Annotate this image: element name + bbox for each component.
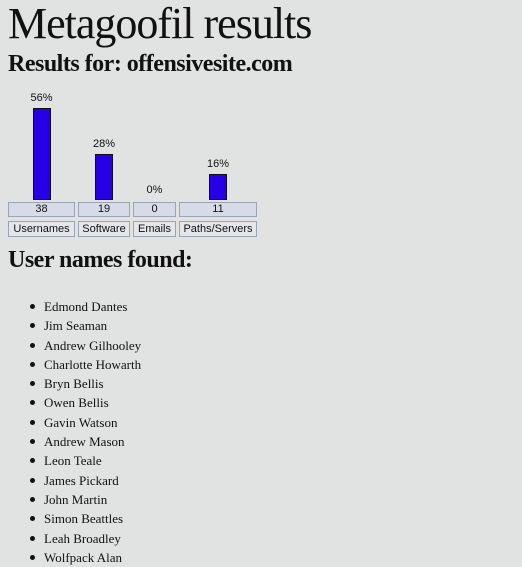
category-label: Software xyxy=(78,221,130,237)
bullet-icon xyxy=(30,554,35,560)
user-name: Owen Bellis xyxy=(44,395,109,411)
bullet-icon xyxy=(30,323,35,329)
bullet-icon xyxy=(30,342,35,348)
bullet-icon xyxy=(30,361,35,367)
bullet-icon xyxy=(30,496,35,502)
user-name: Simon Beattles xyxy=(44,511,124,527)
list-item: Leon Teale xyxy=(30,451,141,470)
bar-paths-servers xyxy=(209,174,227,200)
list-item: John Martin xyxy=(30,490,141,509)
percent-label: 56% xyxy=(30,92,53,104)
list-item: Owen Bellis xyxy=(30,393,141,412)
bar-area: 16% xyxy=(179,88,257,200)
user-name: John Martin xyxy=(44,491,108,507)
bar-area: 0% xyxy=(133,88,176,200)
chart-column-software: 28% 19 Software xyxy=(78,88,130,238)
bullet-icon xyxy=(30,535,35,541)
bullet-icon xyxy=(30,477,35,483)
percent-label: 0% xyxy=(146,184,163,196)
chart-column-paths-servers: 16% 11 Paths/Servers xyxy=(179,88,257,238)
users-heading: User names found: xyxy=(8,247,193,273)
chart-column-usernames: 56% 38 Usernames xyxy=(8,88,75,238)
list-item: Andrew Gilhooley xyxy=(30,336,142,355)
bullet-icon xyxy=(30,439,35,445)
category-label: Paths/Servers xyxy=(179,221,257,237)
bar-area: 28% xyxy=(78,88,130,200)
count-cell: 11 xyxy=(179,202,257,217)
percent-label: 28% xyxy=(92,138,116,150)
user-name: James Pickard xyxy=(44,472,119,488)
list-item: Edmond Dantes xyxy=(30,297,141,316)
user-name: Wolfpack Alan xyxy=(44,549,123,565)
bar-software xyxy=(95,154,113,200)
bullet-icon xyxy=(30,381,35,387)
list-item: Simon Beattles xyxy=(30,509,141,528)
list-item: Leah Broadley xyxy=(30,529,141,548)
list-item: Wolfpack Alan xyxy=(30,548,141,567)
count-cell: 38 xyxy=(8,202,75,217)
percent-label: 16% xyxy=(206,158,230,170)
user-name: Leon Teale xyxy=(44,453,102,469)
chart-column-emails: 0% 0 Emails xyxy=(133,88,176,238)
bullet-icon xyxy=(30,419,35,425)
user-name: Bryn Bellis xyxy=(44,376,104,392)
category-label: Emails xyxy=(133,221,176,237)
list-item: Charlotte Howarth xyxy=(30,355,142,374)
bullet-icon xyxy=(30,304,35,309)
user-name: Gavin Watson xyxy=(44,414,118,430)
bar-area: 56% xyxy=(8,88,75,200)
list-item: Andrew Mason xyxy=(30,432,141,451)
count-cell: 19 xyxy=(78,202,130,217)
user-name: Andrew Mason xyxy=(44,434,125,450)
user-name: Andrew Gilhooley xyxy=(44,337,142,353)
results-bar-chart: 56% 38 Usernames 28% 19 Software 0% 0 Emails 16% 1… xyxy=(8,88,258,238)
count-cell: 0 xyxy=(133,202,176,217)
page-title: Metagoofil results xyxy=(8,0,312,48)
list-item: Jim Seaman xyxy=(30,316,141,335)
user-list: Edmond Dantes Jim Seaman Andrew Gilhooley C… xyxy=(0,297,141,567)
bullet-icon xyxy=(30,458,35,464)
list-item: Gavin Watson xyxy=(30,413,141,432)
results-for-heading: Results for: offensivesite.com xyxy=(8,51,293,77)
bar-usernames xyxy=(33,108,51,200)
user-name: Leah Broadley xyxy=(44,530,121,546)
list-item: James Pickard xyxy=(30,471,141,490)
bullet-icon xyxy=(30,516,35,522)
category-label: Usernames xyxy=(8,221,75,237)
bullet-icon xyxy=(30,400,35,406)
user-name: Charlotte Howarth xyxy=(44,356,142,372)
user-name: Jim Seaman xyxy=(44,318,108,334)
list-item: Bryn Bellis xyxy=(30,374,141,393)
user-name: Edmond Dantes xyxy=(44,299,128,314)
